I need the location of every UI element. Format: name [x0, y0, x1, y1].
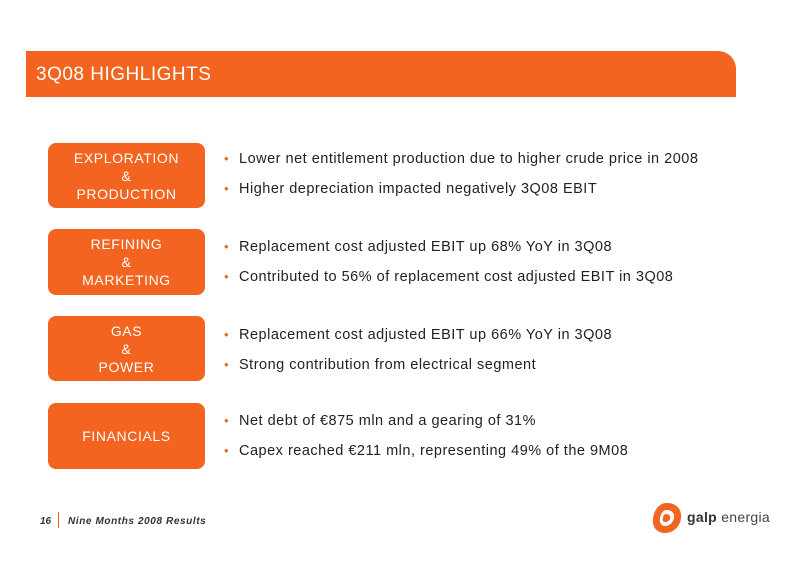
section-label-line: & [121, 340, 132, 357]
bullet-dot-icon: • [224, 151, 230, 166]
bullet-item: • Strong contribution from electrical se… [224, 357, 784, 387]
bullet-dot-icon: • [224, 413, 230, 428]
footer-divider [58, 512, 59, 528]
bullet-item: • Replacement cost adjusted EBIT up 68% … [224, 239, 784, 269]
bullet-text: Lower net entitlement production due to … [239, 151, 699, 167]
bullet-dot-icon: • [224, 269, 230, 284]
bullet-text: Replacement cost adjusted EBIT up 66% Yo… [239, 327, 613, 343]
galp-energia-logo: galp energia [650, 500, 770, 536]
bullet-list-gas-power: • Replacement cost adjusted EBIT up 66% … [224, 327, 784, 387]
bullet-item: • Capex reached €211 mln, representing 4… [224, 443, 784, 473]
bullet-item: • Higher depreciation impacted negativel… [224, 181, 784, 211]
bullet-text: Strong contribution from electrical segm… [239, 357, 537, 373]
section-label-line: REFINING [90, 236, 163, 252]
bullet-item: • Replacement cost adjusted EBIT up 66% … [224, 327, 784, 357]
page-number: 16 [40, 516, 52, 527]
section-label-line: & [121, 254, 132, 270]
bullet-list-financials: • Net debt of €875 mln and a gearing of … [224, 413, 784, 473]
bullet-dot-icon: • [224, 181, 230, 196]
page-title: 3Q08 HIGHLIGHTS [36, 64, 212, 85]
bullet-dot-icon: • [224, 357, 230, 372]
logo-wordmark: galp energia [687, 509, 770, 525]
bullet-dot-icon: • [224, 239, 230, 254]
bullet-text: Contributed to 56% of replacement cost a… [239, 269, 674, 285]
bullet-dot-icon: • [224, 443, 230, 458]
galp-logo-icon [652, 503, 682, 533]
section-label-line: EXPLORATION [73, 149, 180, 166]
bullet-item: • Contributed to 56% of replacement cost… [224, 269, 784, 299]
section-label-financials: FINANCIALS [48, 403, 205, 469]
section-label-line: MARKETING [82, 272, 171, 288]
bullet-text: Capex reached €211 mln, representing 49%… [239, 443, 629, 459]
bullet-text: Higher depreciation impacted negatively … [239, 181, 598, 197]
section-label-line: POWER [98, 358, 155, 375]
logo-word-energia: energia [721, 509, 770, 525]
section-label-refining-marketing: REFINING & MARKETING [48, 229, 205, 295]
logo-word-galp: galp [687, 509, 717, 525]
bullet-list-exploration-production: • Lower net entitlement production due t… [224, 151, 784, 211]
bullet-text: Net debt of €875 mln and a gearing of 31… [239, 413, 536, 429]
section-label-line: FINANCIALS [82, 428, 171, 444]
footer-title: Nine Months 2008 Results [68, 516, 207, 527]
bullet-dot-icon: • [224, 327, 230, 342]
bullet-text: Replacement cost adjusted EBIT up 68% Yo… [239, 239, 613, 255]
bullet-list-refining-marketing: • Replacement cost adjusted EBIT up 68% … [224, 239, 784, 299]
section-label-exploration-production: EXPLORATION & PRODUCTION [48, 143, 205, 208]
section-label-line: & [121, 167, 132, 184]
section-label-line: PRODUCTION [76, 185, 177, 202]
header-bar: 3Q08 HIGHLIGHTS [26, 51, 736, 97]
bullet-item: • Net debt of €875 mln and a gearing of … [224, 413, 784, 443]
section-label-gas-power: GAS & POWER [48, 316, 205, 381]
section-label-line: GAS [110, 322, 143, 339]
bullet-item: • Lower net entitlement production due t… [224, 151, 784, 181]
